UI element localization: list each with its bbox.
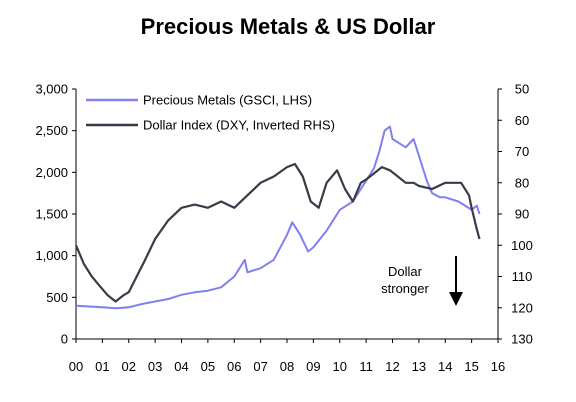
left-axis-ticks: 0 500 1,000 1,500 2,000 2,500 3,000	[35, 82, 76, 347]
x-tick-label: 09	[306, 359, 320, 374]
x-tick-label: 01	[95, 359, 109, 374]
legend-label: Precious Metals (GSCI, LHS)	[143, 93, 312, 108]
legend-label: Dollar Index (DXY, Inverted RHS)	[143, 118, 335, 133]
annotation-text: stronger	[381, 281, 429, 296]
series-line-precious-metals	[75, 125, 481, 310]
right-tick-label: 130	[511, 332, 533, 347]
right-tick-label: 100	[511, 238, 533, 253]
left-tick-label: 0	[61, 332, 68, 347]
left-tick-label: 2,500	[35, 123, 68, 138]
right-tick-label: 80	[515, 175, 529, 190]
right-tick-label: 110	[512, 269, 533, 284]
x-axis-ticks: 00 01 02 03 04 05 06 07 08 09 10 11 12 13 14 15 16	[69, 339, 505, 374]
x-tick-label: 08	[280, 359, 294, 374]
x-tick-label: 00	[69, 359, 83, 374]
legend: Precious Metals (GSCI, LHS) Dollar Index …	[86, 93, 335, 133]
right-tick-label: 120	[511, 300, 533, 315]
x-tick-label: 03	[148, 359, 162, 374]
right-tick-label: 50	[515, 82, 529, 97]
chart-title: Precious Metals & US Dollar	[140, 14, 436, 39]
x-tick-label: 05	[201, 359, 215, 374]
x-tick-label: 02	[122, 359, 136, 374]
series-layer	[74, 125, 481, 310]
right-axis-ticks: 50 60 70 80 90 100 110 120 130	[498, 82, 533, 347]
x-tick-label: 15	[464, 359, 478, 374]
annotation: Dollar stronger	[381, 256, 463, 306]
left-tick-label: 500	[46, 290, 68, 305]
x-tick-label: 04	[174, 359, 188, 374]
left-tick-label: 1,500	[35, 207, 68, 222]
right-tick-label: 70	[515, 144, 529, 159]
left-tick-label: 1,000	[35, 248, 68, 263]
annotation-text: Dollar	[388, 264, 423, 279]
x-tick-label: 14	[438, 359, 452, 374]
x-tick-label: 16	[491, 359, 505, 374]
x-tick-label: 12	[385, 359, 399, 374]
right-tick-label: 90	[515, 207, 529, 222]
left-tick-label: 3,000	[35, 82, 68, 97]
right-tick-label: 60	[515, 113, 529, 128]
x-tick-label: 13	[412, 359, 426, 374]
x-tick-label: 10	[333, 359, 347, 374]
x-tick-label: 06	[227, 359, 241, 374]
series-line-dollar-index	[74, 162, 481, 303]
left-tick-label: 2,000	[35, 165, 68, 180]
x-tick-label: 11	[359, 359, 373, 374]
annotation-arrow-head	[449, 292, 463, 306]
x-tick-label: 07	[253, 359, 267, 374]
